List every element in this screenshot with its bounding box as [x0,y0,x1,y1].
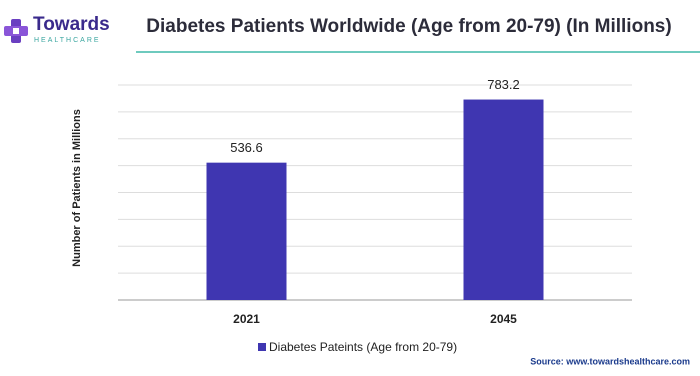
logo-name: Towards [33,14,110,35]
logo-tagline: HEALTHCARE [34,37,101,44]
logo-icon [13,28,19,34]
source: Source: www.towardshealthcare.com [530,356,690,366]
x-tick-label: 2021 [233,312,260,326]
chart-title: Diabetes Patients Worldwide (Age from 20… [146,16,671,37]
legend-label: Diabetes Pateints (Age from 20-79) [269,340,457,354]
value-label: 536.6 [230,140,263,155]
logo: Towards HEALTHCARE [4,14,110,44]
value-label: 783.2 [487,77,520,92]
legend-swatch [258,343,266,351]
x-tick-label: 2045 [490,312,517,326]
bar [463,99,544,301]
bar [206,162,287,300]
y-axis-label: Number of Patients in Millions [71,109,83,267]
